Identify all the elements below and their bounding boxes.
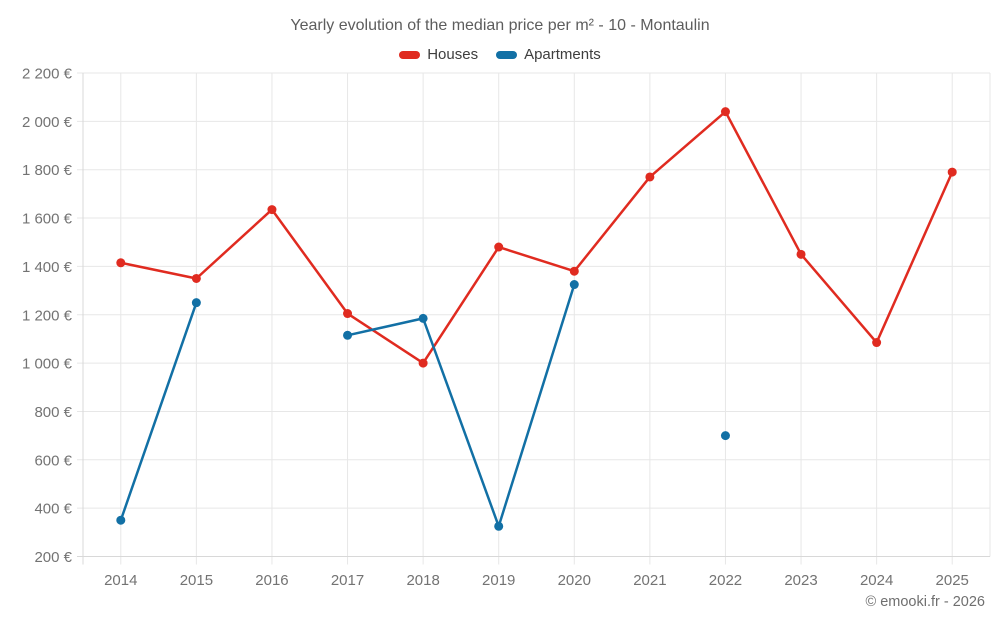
apartments-line	[346, 283, 576, 528]
y-tick-label: 1 200 €	[22, 307, 73, 324]
apartments-line	[119, 301, 198, 522]
houses-point-2019[interactable]	[494, 242, 504, 252]
x-tick-label: 2020	[558, 572, 591, 589]
y-tick-label: 800 €	[34, 404, 72, 421]
y-tick-label: 600 €	[34, 452, 72, 469]
apartments-point-2022[interactable]	[720, 431, 730, 441]
legend-item-apartments[interactable]: Apartments	[496, 46, 601, 63]
x-tick-label: 2017	[331, 572, 364, 589]
x-tick-label: 2022	[709, 572, 742, 589]
houses-point-2021[interactable]	[645, 172, 655, 182]
x-tick-label: 2021	[633, 572, 666, 589]
y-tick-label: 1 400 €	[22, 259, 73, 276]
gridlines	[77, 72, 991, 565]
apartments-legend-label: Apartments	[524, 46, 601, 63]
y-tick-label: 1 800 €	[22, 162, 73, 179]
houses-legend-marker-icon	[399, 50, 421, 59]
y-axis-labels: 200 € 400 € 600 € 800 € 1 000 € 1 200 € 1 400 …	[22, 66, 73, 567]
apartments-point-2019[interactable]	[494, 521, 504, 531]
copyright-text: © emooki.fr - 2026	[865, 594, 985, 610]
houses-line	[119, 110, 954, 365]
houses-point-2024[interactable]	[872, 338, 882, 348]
y-tick-label: 2 200 €	[22, 66, 73, 83]
apartments-point-2015[interactable]	[191, 298, 201, 308]
y-tick-label: 200 €	[34, 549, 72, 566]
houses-point-2018[interactable]	[418, 358, 428, 368]
axes	[77, 73, 990, 565]
apartments-point-2014[interactable]	[116, 515, 126, 525]
y-tick-label: 1 000 €	[22, 356, 73, 373]
x-tick-label: 2015	[180, 572, 213, 589]
houses-point-2025[interactable]	[947, 167, 957, 177]
data-series	[116, 107, 957, 531]
houses-point-2022[interactable]	[720, 107, 730, 117]
x-tick-label: 2023	[784, 572, 817, 589]
y-tick-label: 1 600 €	[22, 211, 73, 228]
houses-point-2014[interactable]	[116, 258, 126, 268]
apartments-legend-marker-icon	[496, 50, 518, 59]
x-tick-label: 2019	[482, 572, 515, 589]
y-tick-label: 2 000 €	[22, 114, 73, 131]
houses-legend-label: Houses	[427, 46, 479, 63]
houses-point-2023[interactable]	[796, 249, 806, 259]
chart-legend: Houses Apartments	[0, 46, 1000, 63]
houses-point-2020[interactable]	[569, 266, 579, 276]
x-tick-label: 2024	[860, 572, 893, 589]
y-tick-label: 400 €	[34, 501, 72, 518]
houses-point-2017[interactable]	[343, 309, 353, 319]
legend-item-houses[interactable]: Houses	[399, 46, 478, 63]
apartments-point-2017[interactable]	[343, 330, 353, 340]
x-axis-labels: 2014 2015 2016 2017 2018 2019 2020 2021 2022 2023…	[104, 572, 969, 589]
x-tick-label: 2025	[936, 572, 969, 589]
x-tick-label: 2016	[255, 572, 288, 589]
apartments-point-2020[interactable]	[569, 280, 579, 290]
houses-point-2015[interactable]	[191, 273, 201, 283]
x-tick-label: 2014	[104, 572, 137, 589]
x-tick-label: 2018	[406, 572, 439, 589]
chart-title: Yearly evolution of the median price per…	[290, 17, 710, 34]
apartments-point-2018[interactable]	[418, 313, 428, 323]
houses-point-2016[interactable]	[267, 205, 277, 215]
